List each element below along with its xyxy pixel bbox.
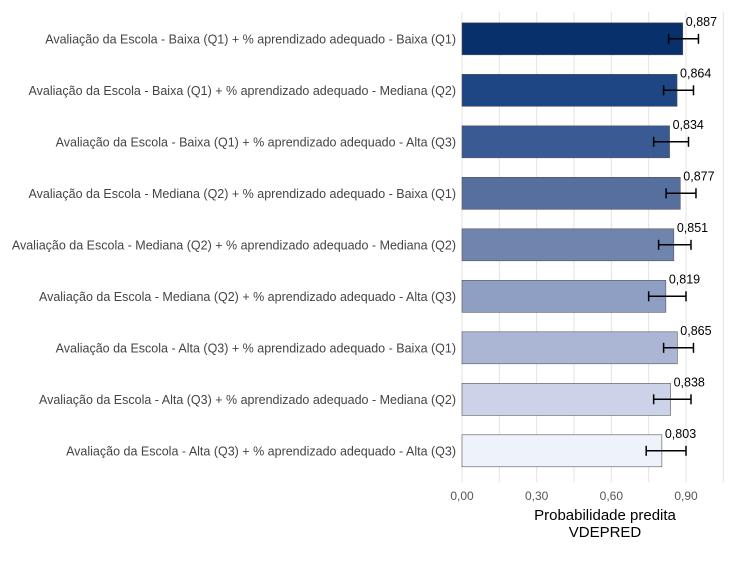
bar xyxy=(461,382,671,416)
value-label: 0,877 xyxy=(683,169,714,183)
bar xyxy=(461,74,678,107)
bar xyxy=(461,22,684,56)
category-label: Avaliação da Escola - Alta (Q3) + % apre… xyxy=(39,393,456,407)
value-label: 0,838 xyxy=(674,375,705,389)
x-tick-label: 0,60 xyxy=(600,489,624,503)
x-tick-label-layer: 0,00 0,30 0,60 0,90 xyxy=(450,489,698,503)
category-label: Avaliação da Escola - Alta (Q3) + % apre… xyxy=(66,444,456,458)
value-label-layer: 0,887 0,864 0,834 0,877 0,851 0,819 0,865 0,838… xyxy=(665,15,717,441)
x-tick-label: 0,90 xyxy=(674,489,698,503)
category-label: Avaliação da Escola - Baixa (Q1) + % apr… xyxy=(29,84,456,98)
category-label: Avaliação da Escola - Baixa (Q1) + % apr… xyxy=(56,135,456,149)
value-label: 0,819 xyxy=(669,272,700,286)
bar xyxy=(461,331,678,365)
value-label: 0,851 xyxy=(677,221,708,235)
bar xyxy=(461,125,670,159)
category-label: Avaliação da Escola - Alta (Q3) + % apre… xyxy=(56,341,456,355)
category-label-layer: Avaliação da Escola - Baixa (Q1) + % apr… xyxy=(12,32,456,458)
value-label: 0,864 xyxy=(680,66,711,80)
bar xyxy=(461,279,667,313)
category-label: Avaliação da Escola - Mediana (Q2) + % a… xyxy=(39,290,456,304)
x-axis-subtitle: VDEPRED xyxy=(569,524,642,541)
value-label: 0,803 xyxy=(665,427,696,441)
x-axis-title: Probabilidade predita xyxy=(534,507,676,524)
category-label: Avaliação da Escola - Mediana (Q2) + % a… xyxy=(29,187,456,201)
bar xyxy=(461,434,663,468)
error-bar-layer xyxy=(645,33,700,456)
x-tick-label: 0,30 xyxy=(525,489,549,503)
category-label: Avaliação da Escola - Mediana (Q2) + % a… xyxy=(12,238,456,252)
bar xyxy=(461,177,681,210)
value-label: 0,887 xyxy=(686,15,717,29)
bar-layer xyxy=(461,22,684,468)
value-label: 0,865 xyxy=(680,324,711,338)
value-label: 0,834 xyxy=(673,118,704,132)
category-label: Avaliação da Escola - Baixa (Q1) + % apr… xyxy=(45,32,456,46)
x-tick-label: 0,00 xyxy=(450,489,474,503)
bar xyxy=(461,228,675,262)
